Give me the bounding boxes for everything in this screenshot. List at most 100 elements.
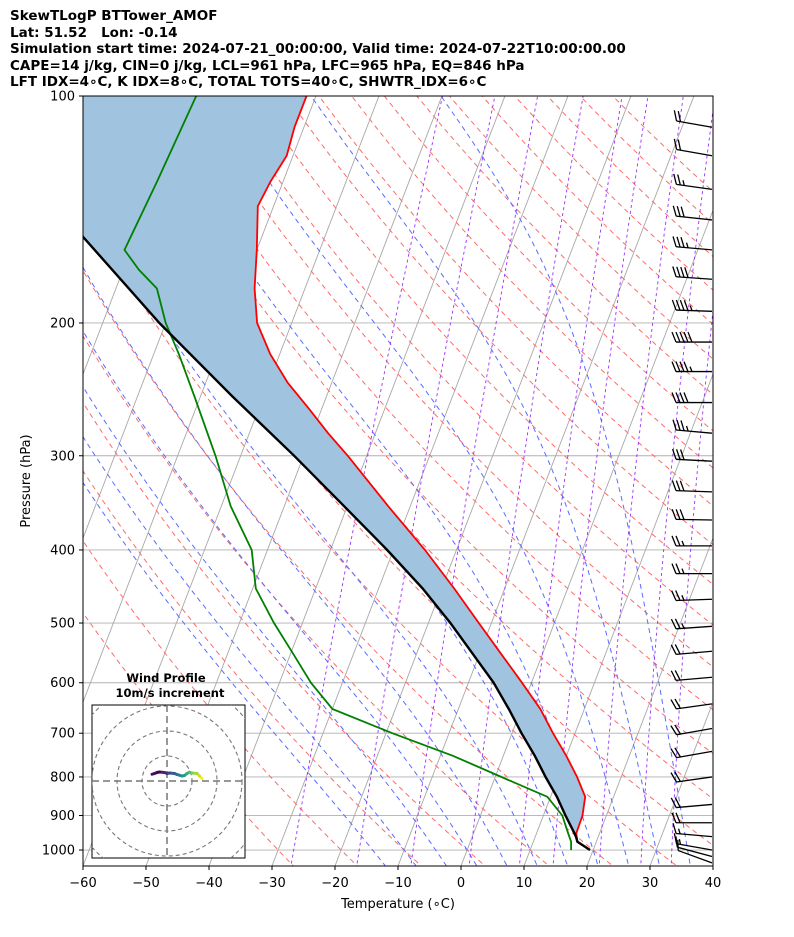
wind-barb-feather xyxy=(675,563,681,574)
wind-barb-half-feather xyxy=(685,242,689,249)
isotherm-line xyxy=(460,209,713,866)
wind-barb-staff xyxy=(676,676,713,682)
dry-adiabat-line xyxy=(611,96,713,193)
mixing-ratio-line xyxy=(552,96,649,866)
wind-barb xyxy=(671,535,712,547)
wind-barb-feather xyxy=(674,618,681,629)
wind-barb-staff xyxy=(676,625,713,630)
wind-barb-feather xyxy=(670,797,677,808)
wind-barb-feather xyxy=(674,698,681,709)
wind-barb-staff xyxy=(676,276,713,280)
x-tick-label: 40 xyxy=(705,876,722,891)
wind-barb-feather xyxy=(672,236,677,247)
x-tick-label: 10 xyxy=(516,876,533,891)
wind-barb xyxy=(670,670,713,682)
moist-adiabat-line xyxy=(83,266,508,866)
wind-barb-feather xyxy=(677,139,682,151)
wind-barb-feather xyxy=(677,110,682,122)
wind-barb-half-feather xyxy=(681,623,685,629)
isotherm-line xyxy=(0,79,7,881)
skewt-background-lines xyxy=(0,79,713,881)
mixing-ratio-line xyxy=(640,107,713,866)
wind-barb-feather xyxy=(679,331,685,343)
moist-adiabat-line xyxy=(83,435,417,866)
parcel-line xyxy=(83,235,591,852)
wind-barb-feather xyxy=(674,771,681,782)
wind-barb-staff xyxy=(677,849,713,864)
wind-barb-feather xyxy=(675,299,681,311)
wind-barb xyxy=(673,173,713,191)
wind-barb-feather xyxy=(679,299,685,311)
wind-barb-feather xyxy=(676,206,681,217)
wind-barb-feather xyxy=(671,535,677,547)
dry-adiabat-line xyxy=(83,205,678,866)
mixing-ratio-line xyxy=(290,96,443,866)
wind-barb-staff xyxy=(675,518,713,521)
wind-barb-feather xyxy=(671,563,677,574)
wind-barb-half-feather xyxy=(681,595,685,601)
wind-barb-staff xyxy=(676,429,713,434)
wind-barb-feather xyxy=(673,138,678,150)
wind-barb xyxy=(671,331,712,343)
y-tick-label: 800 xyxy=(50,770,75,785)
wind-barb-feather xyxy=(676,419,681,431)
wind-barb xyxy=(672,419,713,434)
wind-barb-feather xyxy=(671,812,677,823)
wind-barb-staff xyxy=(676,803,713,809)
wind-barb-feather xyxy=(670,748,678,759)
wind-barb-staff xyxy=(675,489,713,493)
wind-barb-staff xyxy=(676,246,713,251)
wind-barb-feather xyxy=(675,449,681,460)
wind-barb xyxy=(671,299,713,312)
wind-barb-feather xyxy=(676,266,681,278)
isotherm-line xyxy=(0,79,70,881)
wind-barb-feather xyxy=(671,392,677,403)
inset-subtitle: 10m/s increment xyxy=(116,686,225,700)
wind-barb-feather xyxy=(674,670,681,681)
wind-barb-staff xyxy=(676,776,713,783)
moist-adiabat-line xyxy=(83,385,448,866)
wind-barb-feather xyxy=(675,509,681,520)
dry-adiabat-line xyxy=(579,96,713,225)
x-tick-label: 0 xyxy=(457,876,465,891)
wind-barb-feather xyxy=(671,361,677,372)
y-tick-label: 100 xyxy=(50,90,75,105)
y-tick-label: 200 xyxy=(50,316,75,331)
wind-barb-half-feather xyxy=(685,425,689,432)
wind-barb-half-feather xyxy=(681,568,685,574)
wind-barb-feather xyxy=(683,361,689,372)
dry-adiabat-line xyxy=(481,96,713,325)
wind-barb-half-feather xyxy=(677,828,681,835)
wind-barb-staff xyxy=(675,309,713,312)
wind-barb xyxy=(672,823,713,838)
y-tick-label: 500 xyxy=(50,617,75,632)
dry-adiabat-line xyxy=(83,401,486,866)
wind-barb xyxy=(670,644,713,656)
wind-barb-feather xyxy=(671,331,677,343)
x-tick-label: −10 xyxy=(384,876,411,891)
hodograph-inset: Wind Profile 10m/s increment xyxy=(91,671,246,859)
wind-barb-feather xyxy=(670,772,677,783)
wind-barb xyxy=(671,392,712,404)
wind-barb-half-feather xyxy=(682,180,685,186)
wind-barb-half-feather xyxy=(689,366,693,372)
wind-barb-feather xyxy=(671,590,677,601)
wind-barb-feather xyxy=(674,797,681,808)
isotherm-line xyxy=(334,96,632,866)
wind-barb-feather xyxy=(672,419,677,431)
dry-adiabat-line xyxy=(83,335,550,866)
mixing-ratio-line xyxy=(356,96,496,866)
wind-barb-feather xyxy=(675,480,681,491)
wind-barb xyxy=(670,797,713,809)
wind-barb-feather xyxy=(679,392,685,403)
wind-barb-feather xyxy=(674,644,681,655)
wind-barb-feather xyxy=(672,823,677,834)
wind-barb-feather xyxy=(683,392,689,403)
isotherm-line xyxy=(397,96,695,866)
isotherm-line xyxy=(586,536,713,866)
dry-adiabat-line xyxy=(350,96,713,469)
wind-barb-staff xyxy=(676,727,713,736)
moist-adiabat-line xyxy=(137,96,599,866)
wind-barb-staff xyxy=(676,458,713,462)
